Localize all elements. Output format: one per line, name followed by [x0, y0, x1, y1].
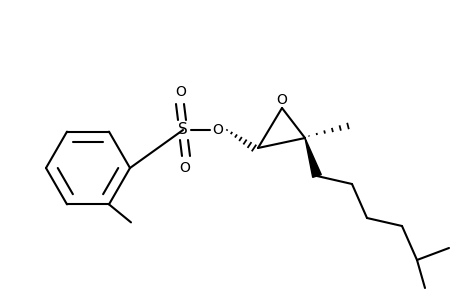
Text: S: S — [178, 122, 187, 137]
Text: O: O — [276, 93, 287, 107]
Text: O: O — [179, 161, 190, 175]
Text: O: O — [175, 85, 186, 99]
Polygon shape — [304, 138, 320, 177]
Text: O: O — [212, 123, 223, 137]
